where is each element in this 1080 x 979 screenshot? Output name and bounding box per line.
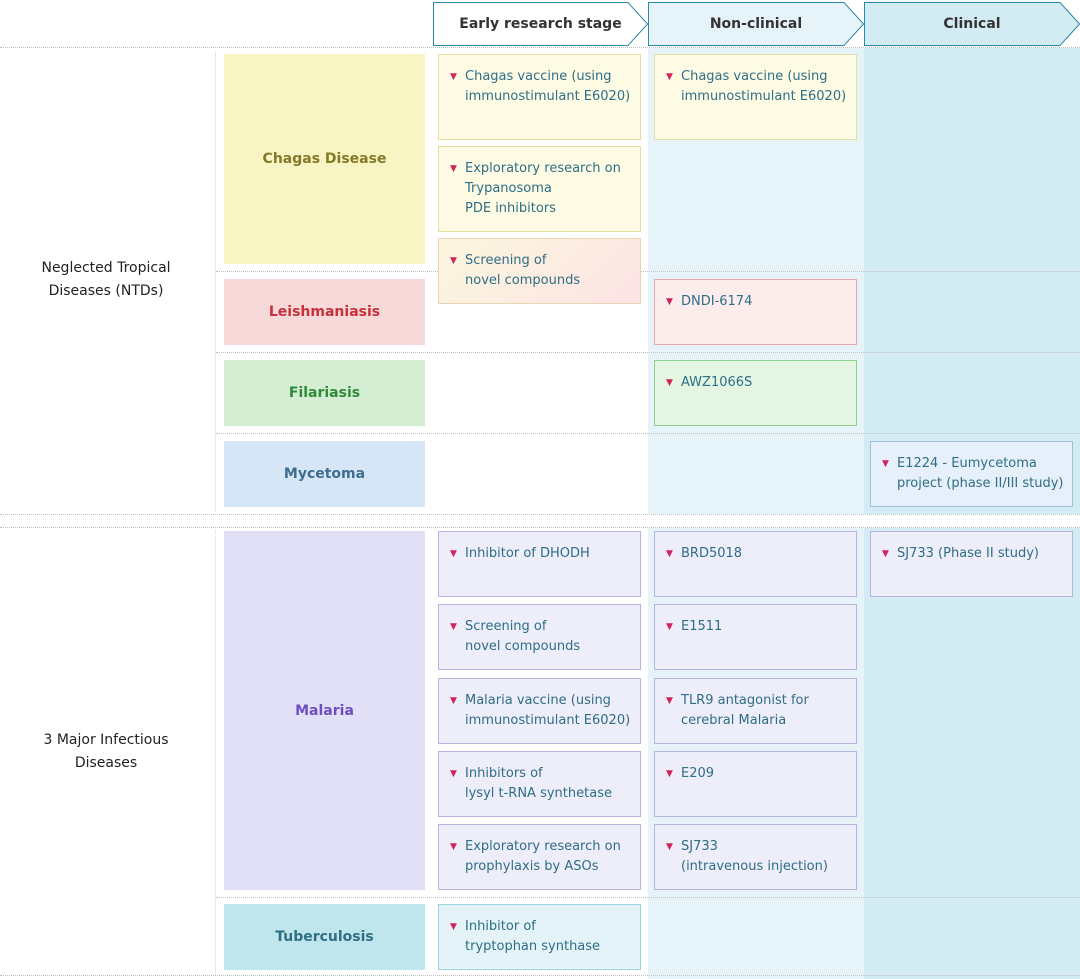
project-label: Exploratory research on prophylaxis by A… (465, 839, 621, 874)
triangle-down-icon: ▼ (882, 459, 889, 469)
chevron-arrow-shape (648, 2, 864, 46)
project-label: Screening of novel compounds (465, 253, 581, 288)
triangle-down-icon: ▼ (666, 696, 673, 706)
project-card: ▼ Exploratory research on Trypanosoma PD… (438, 146, 641, 232)
disease-label: Malaria (295, 702, 354, 719)
project-label: Chagas vaccine (using immunostimulant E6… (681, 69, 847, 104)
project-card: ▼ Screening of novel compounds (438, 238, 641, 304)
triangle-down-icon: ▼ (666, 769, 673, 779)
section-divider (0, 47, 1080, 48)
project-card: ▼ Inhibitor of tryptophan synthase (438, 904, 641, 970)
disease-label: Mycetoma (283, 466, 366, 482)
row-divider (216, 433, 1080, 434)
section-gap (0, 514, 1080, 528)
chevron-arrow-shape (864, 2, 1080, 46)
triangle-down-icon: ▼ (450, 696, 457, 706)
phase-header-early: Early research stage (433, 2, 648, 46)
triangle-down-icon: ▼ (666, 549, 673, 559)
chevron-arrow-shape (433, 2, 648, 46)
disease-malaria: Malaria (224, 531, 425, 890)
section-divider (0, 527, 1080, 528)
project-card: ▼ TLR9 antagonist for cerebral Malaria (654, 678, 857, 744)
phase-label-nonclinical: Non-clinical (709, 16, 803, 32)
project-label: Chagas vaccine (using immunostimulant E6… (465, 69, 631, 104)
group-label-ntds: Neglected Tropical Diseases (NTDs) (41, 260, 171, 299)
group-label-major-infectious: 3 Major Infectious Diseases (43, 732, 169, 771)
triangle-down-icon: ▼ (666, 297, 673, 307)
row-divider (216, 897, 1080, 898)
triangle-down-icon: ▼ (666, 622, 673, 632)
row-divider (216, 271, 1080, 272)
group-divider (215, 530, 216, 975)
project-label: E1511 (681, 619, 723, 634)
project-label: Malaria vaccine (using immunostimulant E… (465, 693, 631, 728)
project-card: ▼ Malaria vaccine (using immunostimulant… (438, 678, 641, 744)
project-label: SJ733 (Phase II study) (897, 546, 1039, 561)
phase-label-early: Early research stage (459, 16, 622, 32)
project-card: ▼ Inhibitors of lysyl t-RNA synthetase (438, 751, 641, 817)
phase-label-clinical: Clinical (943, 16, 1001, 32)
project-card: ▼ Chagas vaccine (using immunostimulant … (438, 54, 641, 140)
project-card: ▼ AWZ1066S (654, 360, 857, 426)
disease-filariasis: Filariasis (224, 360, 425, 426)
project-card: ▼ Screening of novel compounds (438, 604, 641, 670)
triangle-down-icon: ▼ (666, 378, 673, 388)
phase-header-nonclinical: Non-clinical (648, 2, 864, 46)
project-label: Inhibitors of lysyl t-RNA synthetase (465, 766, 612, 801)
disease-label: Tuberculosis (275, 929, 374, 945)
disease-tuberculosis: Tuberculosis (224, 904, 425, 970)
triangle-down-icon: ▼ (666, 72, 673, 82)
project-card: ▼ Exploratory research on prophylaxis by… (438, 824, 641, 890)
row-divider (216, 352, 1080, 353)
project-card: ▼ BRD5018 (654, 531, 857, 597)
triangle-down-icon: ▼ (450, 922, 457, 932)
project-label: E1224 - Eumycetoma project (phase II/III… (897, 456, 1064, 491)
disease-label: Chagas Disease (262, 151, 387, 167)
disease-leishmaniasis: Leishmaniasis (224, 279, 425, 345)
section-divider (0, 975, 1080, 976)
nonclinical-column-bg (648, 48, 864, 979)
project-label: Inhibitor of tryptophan synthase (465, 919, 601, 954)
project-card: ▼ SJ733 (Phase II study) (870, 531, 1073, 597)
triangle-down-icon: ▼ (450, 549, 457, 559)
project-card: ▼ DNDI-6174 (654, 279, 857, 345)
triangle-down-icon: ▼ (882, 549, 889, 559)
project-label: Exploratory research on Trypanosoma PDE … (465, 161, 621, 216)
triangle-down-icon: ▼ (450, 622, 457, 632)
triangle-down-icon: ▼ (450, 842, 457, 852)
project-label: AWZ1066S (681, 375, 753, 390)
disease-chagas: Chagas Disease (224, 54, 425, 264)
disease-label: Leishmaniasis (268, 304, 381, 320)
clinical-column-bg (864, 48, 1080, 979)
project-label: DNDI-6174 (681, 294, 753, 309)
disease-mycetoma: Mycetoma (224, 441, 425, 507)
project-label: SJ733 (intravenous injection) (681, 839, 828, 874)
project-card: ▼ E1224 - Eumycetoma project (phase II/I… (870, 441, 1073, 507)
project-card: ▼ E209 (654, 751, 857, 817)
project-label: TLR9 antagonist for cerebral Malaria (681, 693, 809, 728)
triangle-down-icon: ▼ (450, 164, 457, 174)
group-divider (215, 52, 216, 512)
section-divider (0, 514, 1080, 515)
triangle-down-icon: ▼ (666, 842, 673, 852)
triangle-down-icon: ▼ (450, 769, 457, 779)
project-card: ▼ Chagas vaccine (using immunostimulant … (654, 54, 857, 140)
project-card: ▼ Inhibitor of DHODH (438, 531, 641, 597)
project-label: Screening of novel compounds (465, 619, 581, 654)
project-label: BRD5018 (681, 546, 743, 561)
triangle-down-icon: ▼ (450, 256, 457, 266)
project-label: E209 (681, 766, 715, 781)
project-card: ▼ E1511 (654, 604, 857, 670)
disease-label: Filariasis (288, 385, 361, 401)
project-label: Inhibitor of DHODH (465, 546, 590, 561)
project-card: ▼ SJ733 (intravenous injection) (654, 824, 857, 890)
phase-header-clinical: Clinical (864, 2, 1080, 46)
triangle-down-icon: ▼ (450, 72, 457, 82)
